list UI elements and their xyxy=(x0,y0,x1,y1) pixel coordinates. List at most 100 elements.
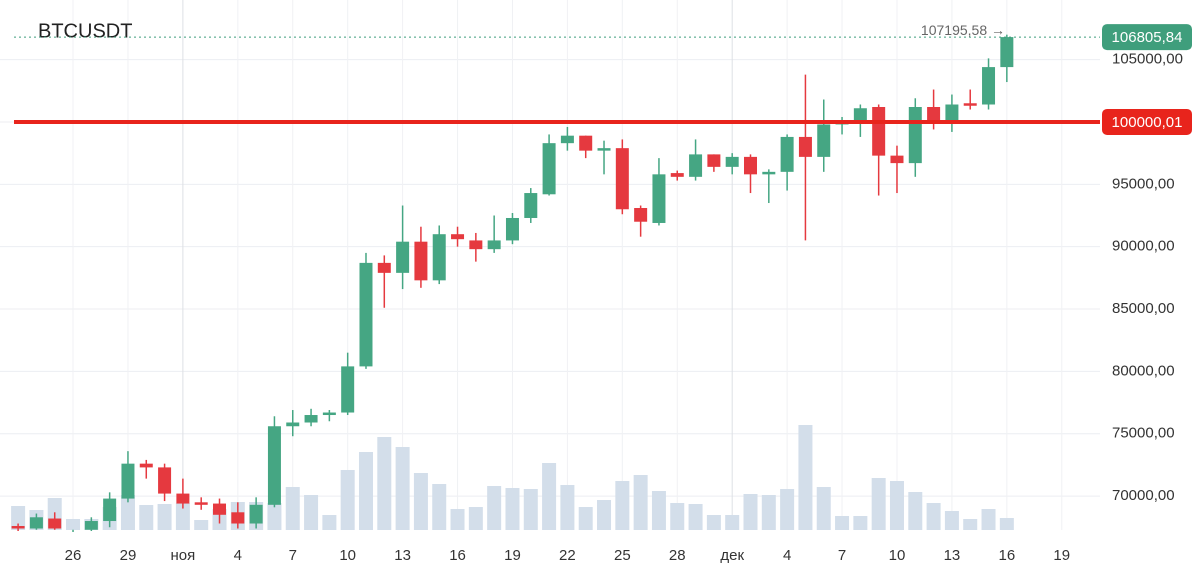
volume-bar xyxy=(981,509,996,530)
candle-body xyxy=(48,518,62,529)
candle-body xyxy=(817,124,831,157)
candle-body xyxy=(725,156,739,167)
volume-bar xyxy=(615,481,630,530)
high-marker-label: 107195,58 → xyxy=(921,22,1005,38)
candle-body xyxy=(579,135,593,151)
x-tick-label: 7 xyxy=(838,547,846,564)
volume-bar xyxy=(139,505,154,530)
volume-bar xyxy=(725,515,740,530)
last-price-tag xyxy=(1102,24,1192,51)
x-tick-label: ноя xyxy=(171,547,196,564)
volume-bar xyxy=(487,486,502,530)
candle-body xyxy=(213,503,227,515)
y-tick-label: 105000,00 xyxy=(1112,51,1183,68)
candle-body xyxy=(29,517,43,529)
volume-bar xyxy=(542,463,557,530)
candle-body xyxy=(469,240,483,250)
x-tick-label: 26 xyxy=(65,547,82,564)
candle-body xyxy=(139,463,153,468)
candle-body xyxy=(67,532,80,534)
x-tick-label: 10 xyxy=(889,547,906,564)
volume-bar xyxy=(468,507,483,530)
candle-body xyxy=(542,143,556,195)
candle-body xyxy=(689,154,703,177)
candle-body xyxy=(432,234,446,281)
candle-body xyxy=(286,422,300,427)
candle-body xyxy=(505,217,519,241)
candle-body xyxy=(84,521,98,530)
volume-bar xyxy=(578,507,593,530)
x-tick-label: 7 xyxy=(289,547,297,564)
candle-body xyxy=(249,504,263,524)
last-price-label: 106805,84 xyxy=(1112,29,1183,46)
x-tick-label: дек xyxy=(720,547,744,564)
x-tick-label: 29 xyxy=(120,547,137,564)
volume-bar xyxy=(157,504,172,530)
candle-body xyxy=(322,412,336,416)
volume-bar xyxy=(688,504,703,530)
candle-body xyxy=(945,104,959,122)
x-tick-label: 4 xyxy=(234,547,242,564)
volume-bar xyxy=(908,492,923,530)
candle-body xyxy=(853,108,867,124)
candle-body xyxy=(615,148,629,210)
volume-bar xyxy=(926,503,941,530)
x-tick-label: 4 xyxy=(783,547,791,564)
volume-bar xyxy=(743,494,758,530)
candle-body xyxy=(707,154,721,167)
volume-bar xyxy=(505,488,520,530)
volume-bar xyxy=(816,487,831,530)
volume-bar xyxy=(175,503,190,530)
candle-body xyxy=(927,106,941,122)
candle-body xyxy=(396,241,410,273)
chart-title: BTCUSDT xyxy=(38,20,132,42)
volume-bar xyxy=(780,489,795,530)
y-tick-label: 75000,00 xyxy=(1112,425,1175,442)
candle-body xyxy=(377,262,391,273)
candle-body xyxy=(744,156,757,175)
candle-body xyxy=(304,415,318,423)
volume-bar xyxy=(285,487,300,530)
volume-bar xyxy=(651,491,666,530)
y-tick-label: 85000,00 xyxy=(1112,300,1175,317)
x-tick-label: 13 xyxy=(394,547,411,564)
candle-body xyxy=(359,262,373,367)
volume-bar xyxy=(358,452,373,530)
candle-body xyxy=(560,135,574,144)
candle-body xyxy=(780,136,794,172)
volume-bar xyxy=(322,515,337,530)
level-label: 100000,01 xyxy=(1112,114,1183,131)
x-tick-label: 19 xyxy=(1053,547,1070,564)
volume-bar xyxy=(999,518,1014,530)
level-tag xyxy=(1102,108,1192,135)
grid xyxy=(0,0,1100,530)
x-tick-label: 22 xyxy=(559,547,576,564)
x-tick-label: 16 xyxy=(998,547,1015,564)
candle-body xyxy=(158,467,172,494)
x-tick-label: 19 xyxy=(504,547,521,564)
volume-bar xyxy=(560,485,575,530)
candle-body xyxy=(652,174,666,223)
candle-body xyxy=(634,208,648,222)
volume-bar xyxy=(267,503,282,530)
candle-body xyxy=(670,173,684,177)
volume-bar xyxy=(706,515,721,530)
volume-bar xyxy=(413,473,428,530)
volume-bar xyxy=(304,495,319,530)
candle-body xyxy=(487,240,501,250)
volume-bar xyxy=(761,495,776,530)
volume-bar xyxy=(432,484,447,530)
volume-bar xyxy=(340,470,355,530)
x-tick-label: 13 xyxy=(944,547,961,564)
x-tick-label: 10 xyxy=(339,547,356,564)
candle-body xyxy=(908,106,922,164)
candle-body xyxy=(231,512,245,524)
volume-bar xyxy=(194,520,209,530)
volume-bar xyxy=(835,516,850,530)
axis: 70000,00 75000,00 80000,00 85000,00 90000,00… xyxy=(65,51,1183,564)
volume-bar xyxy=(963,519,978,530)
volume-bar xyxy=(450,509,465,530)
y-tick-label: 80000,00 xyxy=(1112,362,1175,379)
candle-body xyxy=(11,526,25,529)
